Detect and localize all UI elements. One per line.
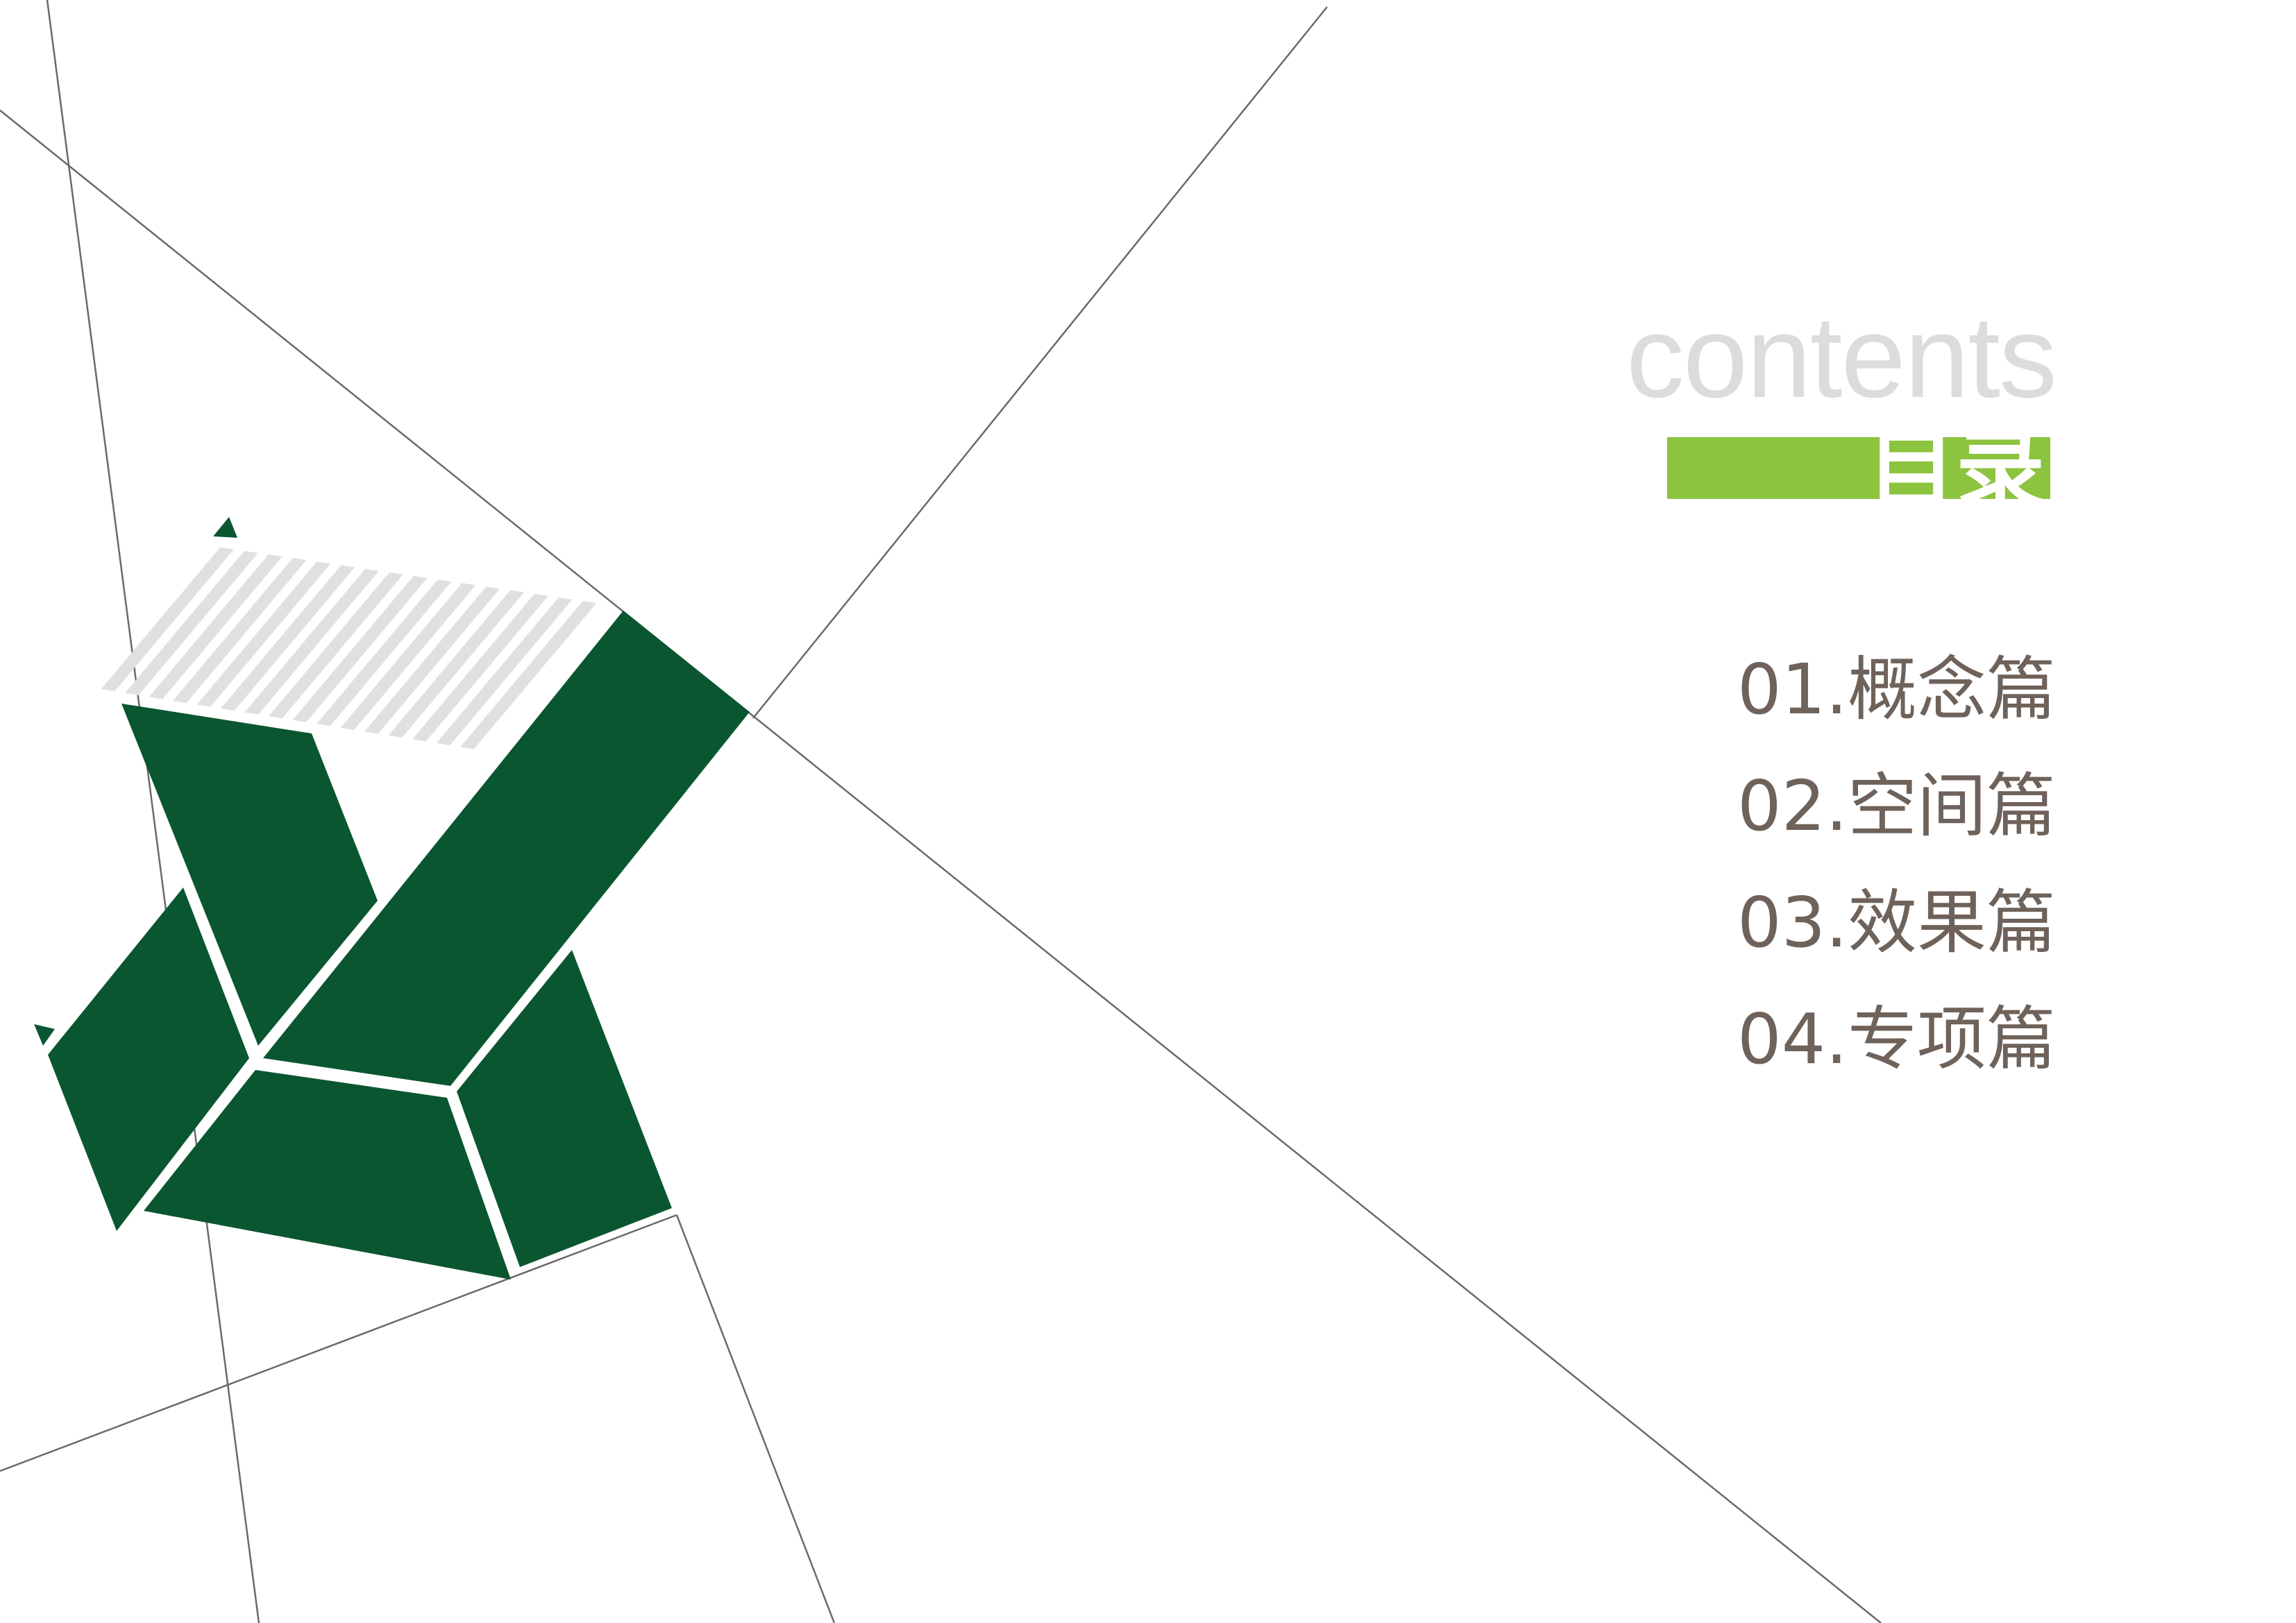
line-c bbox=[752, 6, 1328, 719]
toc-item-effect[interactable]: 03.效果篇 bbox=[1737, 882, 2056, 963]
toc-item-space[interactable]: 02.空间篇 bbox=[1737, 765, 2056, 847]
line-e bbox=[675, 1214, 836, 1623]
line-b bbox=[0, 110, 1882, 1623]
bottom-right-shape bbox=[457, 950, 672, 1267]
line-d bbox=[0, 1214, 677, 1472]
upper-left-shape bbox=[121, 704, 378, 1046]
bottom-middle-shape bbox=[144, 1070, 511, 1280]
small-triangle-left bbox=[34, 1024, 55, 1046]
contents-heading: contents bbox=[1626, 291, 2057, 422]
toc-heading-bar: 目录 bbox=[1667, 437, 2050, 499]
toc-item-concept[interactable]: 01.概念篇 bbox=[1737, 649, 2056, 730]
diagonal-bar-shape bbox=[263, 611, 750, 1086]
hatched-parallelogram bbox=[100, 547, 601, 750]
toc-heading-chinese: 目录 bbox=[1866, 437, 2045, 499]
toc-list: 01.概念篇 02.空间篇 03.效果篇 04.专项篇 bbox=[1737, 631, 2056, 1098]
toc-item-special[interactable]: 04.专项篇 bbox=[1737, 999, 2056, 1080]
left-shape bbox=[48, 887, 249, 1231]
line-a bbox=[46, 0, 260, 1623]
small-triangle-top bbox=[213, 517, 237, 538]
